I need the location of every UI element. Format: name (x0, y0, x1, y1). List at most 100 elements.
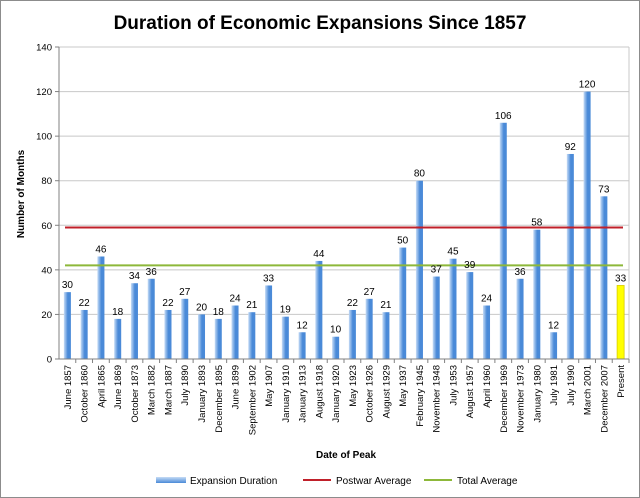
bar-january-1913 (298, 332, 306, 359)
legend-label-postwar-average: Postwar Average (336, 476, 412, 487)
data-label-july-1890: 27 (179, 287, 191, 298)
x-tick-label-october-1873: October 1873 (130, 365, 141, 423)
data-label-present: 33 (615, 273, 627, 284)
data-label-april-1865: 46 (95, 244, 107, 255)
x-tick-label-october-1860: October 1860 (80, 365, 91, 423)
x-tick-label-july-1953: July 1953 (448, 365, 459, 406)
y-tick-label-120: 120 (36, 87, 52, 98)
data-label-august-1929: 21 (380, 300, 392, 311)
bar-august-1929 (382, 312, 390, 359)
bar-december-1895 (214, 318, 222, 359)
data-label-december-1895: 18 (213, 307, 225, 318)
y-tick-label-0: 0 (47, 355, 52, 366)
data-label-june-1899: 24 (229, 294, 241, 305)
x-tick-label-august-1957: August 1957 (465, 365, 476, 418)
data-label-march-1887: 22 (162, 298, 174, 309)
bar-march-1887 (164, 309, 172, 359)
bar-october-1926 (365, 298, 373, 359)
x-tick-label-january-1893: January 1893 (197, 365, 208, 423)
legend-swatch-expansion-duration (156, 477, 186, 483)
legend: Expansion Duration Postwar Average Total… (156, 476, 518, 487)
bar-july-1953 (449, 258, 457, 359)
bar-november-1948 (432, 276, 440, 359)
axes: 0 20 40 60 80 100 120 140 June 1857 October 1860 A… (36, 43, 630, 435)
data-label-december-1969: 106 (495, 111, 512, 122)
data-label-march-2001: 120 (579, 80, 596, 91)
bar-may-1907 (265, 285, 273, 359)
data-label-july-1990: 92 (565, 142, 577, 153)
data-label-august-1957: 39 (464, 260, 476, 271)
data-label-january-1893: 20 (196, 302, 208, 313)
bar-december-1969 (499, 122, 507, 360)
data-label-january-1920: 10 (330, 325, 342, 336)
bar-january-1980 (533, 229, 541, 359)
data-label-february-1945: 80 (414, 169, 426, 180)
bar-july-1981 (550, 332, 558, 359)
bar-march-2001 (583, 91, 591, 359)
bar-april-1960 (482, 305, 491, 359)
bar-january-1920 (332, 336, 340, 359)
bar-september-1902 (248, 312, 256, 359)
y-tick-label-20: 20 (41, 310, 52, 321)
x-tick-label-september-1902: September 1902 (247, 365, 258, 435)
x-tick-label-january-1920: January 1920 (331, 365, 342, 423)
bar-june-1857 (63, 292, 71, 359)
x-tick-label-march-2001: March 2001 (583, 365, 594, 415)
bar-june-1899 (231, 305, 239, 359)
bar-august-1957 (466, 272, 474, 359)
bar-august-1918 (315, 260, 323, 359)
data-label-june-1857: 30 (62, 280, 74, 291)
x-tick-label-december-2007: December 2007 (599, 365, 610, 433)
bar-october-1873 (130, 283, 138, 359)
bar-may-1937 (399, 247, 407, 359)
data-label-october-1860: 22 (79, 298, 91, 309)
bar-july-1890 (181, 298, 189, 359)
bar-march-1882 (147, 278, 155, 359)
bar-january-1893 (197, 314, 206, 359)
x-tick-label-june-1857: June 1857 (63, 365, 74, 409)
bar-february-1945 (415, 180, 423, 359)
data-labels: 30 22 46 18 34 36 22 27 20 18 24 21 33 19 12 44 10 22 27 21… (62, 80, 627, 336)
x-tick-label-june-1869: June 1869 (113, 365, 124, 409)
data-label-january-1980: 58 (531, 218, 543, 229)
x-tick-label-may-1923: May 1923 (348, 365, 359, 407)
data-label-may-1937: 50 (397, 236, 409, 247)
legend-label-expansion-duration: Expansion Duration (190, 476, 277, 487)
x-tick-label-january-1980: January 1980 (532, 365, 543, 423)
x-tick-label-march-1882: March 1882 (147, 365, 158, 415)
data-label-august-1918: 44 (313, 249, 325, 260)
x-tick-label-june-1899: June 1899 (231, 365, 242, 409)
x-tick-label-november-1973: November 1973 (516, 365, 527, 433)
x-tick-label-april-1865: April 1865 (96, 365, 107, 408)
data-label-november-1948: 37 (431, 265, 443, 276)
x-tick-label-january-1913: January 1913 (298, 365, 309, 423)
bar-present (616, 285, 625, 360)
bar-may-1923 (348, 309, 356, 359)
bar-january-1910 (281, 316, 289, 359)
bar-july-1990 (566, 153, 574, 359)
gridlines (59, 46, 630, 359)
data-label-may-1923: 22 (347, 298, 359, 309)
x-tick-label-march-1887: March 1887 (163, 365, 174, 415)
legend-label-total-average: Total Average (457, 476, 518, 487)
x-tick-label-july-1990: July 1990 (566, 365, 577, 406)
x-tick-label-august-1918: August 1918 (314, 365, 325, 418)
x-tick-label-may-1937: May 1937 (398, 365, 409, 407)
data-label-june-1869: 18 (112, 307, 124, 318)
x-tick-label-january-1910: January 1910 (281, 365, 292, 423)
chart-title: Duration of Economic Expansions Since 18… (114, 13, 527, 34)
x-tick-label-february-1945: February 1945 (415, 365, 426, 427)
x-tick-label-may-1907: May 1907 (264, 365, 275, 407)
y-tick-label-80: 80 (41, 176, 52, 187)
x-tick-label-november-1948: November 1948 (432, 365, 443, 433)
x-tick-label-july-1981: July 1981 (549, 365, 560, 406)
bars (63, 91, 625, 360)
data-label-january-1910: 19 (280, 305, 292, 316)
y-tick-label-100: 100 (36, 132, 52, 143)
x-tick-label-april-1960: April 1960 (482, 365, 493, 408)
x-tick-label-august-1929: August 1929 (381, 365, 392, 418)
average-lines (65, 226, 623, 267)
x-tick-label-july-1890: July 1890 (180, 365, 191, 406)
bar-april-1865 (97, 256, 105, 359)
data-label-may-1907: 33 (263, 273, 275, 284)
